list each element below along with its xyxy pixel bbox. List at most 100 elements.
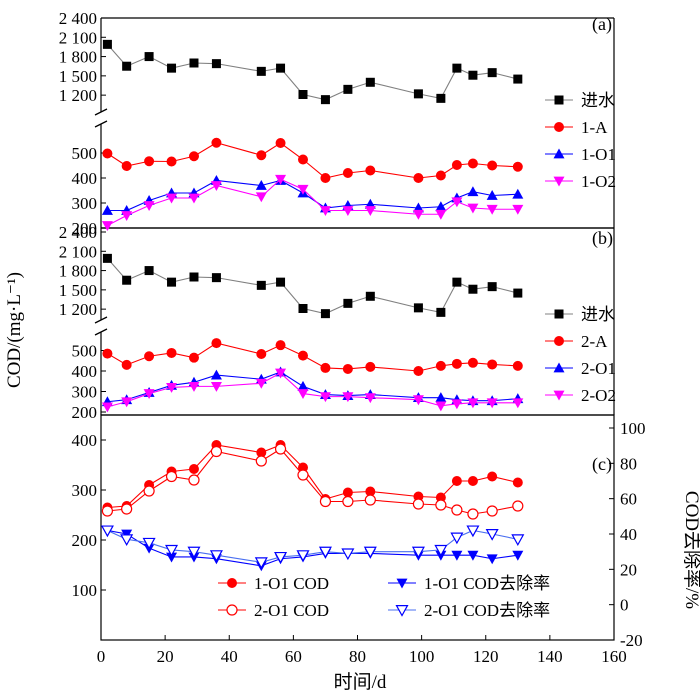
data-point-p1-2-8 — [297, 380, 309, 391]
legend-label-p2b-0: 1-O1 COD去除率 — [424, 574, 550, 593]
data-point-p1-1-6 — [256, 348, 267, 359]
x-tick-label-6: 120 — [473, 647, 499, 666]
data-point-p1-0-6 — [256, 280, 266, 290]
y-tick-label-lower-1-0: 500 — [72, 342, 98, 361]
data-point-p0-3-16 — [486, 204, 498, 215]
data-point-p0-0-9 — [320, 95, 330, 105]
series-line-p0-3 — [107, 178, 518, 226]
panel-label-a: (a) — [592, 14, 612, 35]
x-tick-label-4: 80 — [349, 647, 366, 666]
data-point-p0-3-8 — [297, 184, 309, 195]
data-point-p1-3-1 — [121, 397, 133, 408]
data-point-p0-2-13 — [435, 201, 447, 212]
y-tick-label-right-6: 100 — [620, 419, 646, 438]
data-point-p0-3-10 — [342, 206, 354, 216]
data-point-p1-0-7 — [276, 277, 286, 287]
data-point-p0-3-14 — [451, 197, 463, 208]
data-point-p0-1-12 — [413, 173, 424, 183]
y-tick-label-upper-1-3: 1 500 — [59, 281, 97, 300]
data-point-p1-0-15 — [468, 284, 478, 294]
data-point-p2-0-6 — [256, 447, 267, 458]
legend-marker-p2b-0 — [396, 578, 408, 589]
data-point-p1-1-14 — [451, 358, 462, 369]
data-point-p0-1-7 — [275, 138, 286, 148]
axis-break-mark-a-0 — [94, 108, 108, 116]
legend-label-p2a-0: 1-O1 COD — [254, 574, 329, 593]
y-tick-label-upper-1-1: 2 100 — [59, 242, 97, 261]
data-point-p0-3-5 — [210, 181, 222, 191]
data-point-p2-1-6 — [255, 455, 267, 467]
axis-break-mark-b-0 — [94, 120, 108, 128]
data-point-p0-0-5 — [211, 59, 221, 69]
data-point-p2-3-11 — [363, 546, 377, 559]
data-point-p1-2-5 — [210, 369, 222, 380]
data-point-p1-1-3 — [166, 347, 177, 358]
data-point-p2-0-10 — [342, 487, 353, 498]
data-point-p0-3-0 — [101, 221, 113, 231]
data-point-p1-0-9 — [320, 309, 330, 319]
data-point-p0-3-9 — [319, 206, 331, 216]
data-point-p2-3-5 — [209, 550, 223, 562]
data-point-p2-1-8 — [297, 469, 309, 481]
data-point-p0-3-11 — [364, 206, 376, 216]
data-point-p0-2-16 — [486, 190, 498, 200]
data-point-p2-3-17 — [511, 534, 525, 547]
y-tick-label-left-2: 300 — [72, 481, 98, 500]
data-point-p2-3-15 — [466, 525, 480, 538]
data-point-p2-0-4 — [188, 464, 199, 474]
data-point-p1-0-5 — [211, 273, 221, 283]
data-point-p1-0-14 — [452, 277, 462, 287]
data-point-p2-1-11 — [364, 494, 376, 506]
data-point-p2-2-3 — [166, 552, 178, 563]
data-point-p2-1-4 — [188, 474, 200, 486]
data-point-p1-1-5 — [211, 338, 222, 349]
x-axis-label: 时间/d — [334, 671, 387, 693]
legend-label-p0-3: 1-O2 — [581, 172, 616, 191]
data-point-p0-3-3 — [166, 193, 178, 204]
y-tick-label-left-0: 100 — [72, 581, 98, 600]
data-point-p2-0-15 — [467, 476, 478, 486]
data-point-p2-1-13 — [435, 499, 447, 511]
data-point-p0-3-6 — [255, 192, 267, 203]
data-point-p0-0-12 — [413, 89, 423, 99]
data-point-p1-1-16 — [487, 359, 498, 370]
y-tick-label-right-5: 80 — [620, 454, 637, 473]
y-tick-label-lower-0-2: 300 — [72, 194, 98, 213]
legend-marker-p0-3 — [553, 176, 565, 187]
data-point-p2-3-0 — [100, 525, 114, 538]
data-point-p0-0-4 — [189, 58, 199, 68]
y-axis-label-left: COD/(mg·L⁻¹) — [4, 272, 25, 388]
data-point-p2-2-14 — [451, 550, 463, 561]
data-series — [100, 39, 525, 572]
data-point-p2-1-0 — [101, 505, 114, 517]
data-point-p1-2-13 — [435, 392, 447, 403]
data-point-p1-1-17 — [512, 360, 523, 371]
x-tick-label-7: 140 — [537, 647, 563, 666]
data-point-p0-3-13 — [435, 209, 447, 220]
data-point-p0-1-15 — [467, 158, 478, 169]
data-point-p0-1-0 — [102, 148, 113, 159]
y-tick-label-right-4: 60 — [620, 490, 637, 509]
data-point-p0-1-11 — [365, 165, 376, 176]
data-point-p2-3-8 — [296, 550, 310, 562]
data-point-p1-3-2 — [143, 389, 155, 400]
data-point-p2-1-2 — [143, 485, 155, 497]
data-point-p0-0-2 — [144, 52, 154, 62]
legend-marker-p2a-0 — [227, 578, 237, 588]
data-point-p2-0-16 — [487, 471, 498, 482]
data-point-p0-1-5 — [211, 137, 222, 148]
y-tick-label-left-3: 400 — [72, 431, 98, 450]
legend-label-p1-0: 进水 — [581, 305, 615, 324]
data-point-p0-2-0 — [101, 205, 113, 215]
data-point-p0-1-9 — [320, 173, 331, 183]
data-point-p1-1-2 — [144, 351, 155, 362]
data-point-p0-0-7 — [276, 63, 286, 73]
y-tick-label-upper-0-1: 2 100 — [59, 28, 97, 47]
data-point-p2-1-5 — [210, 445, 223, 458]
data-point-p1-3-10 — [342, 392, 354, 403]
data-point-p0-1-3 — [166, 156, 177, 167]
data-point-p2-2-16 — [486, 554, 498, 565]
panel-frames — [94, 17, 615, 641]
data-point-p2-3-7 — [274, 551, 288, 564]
